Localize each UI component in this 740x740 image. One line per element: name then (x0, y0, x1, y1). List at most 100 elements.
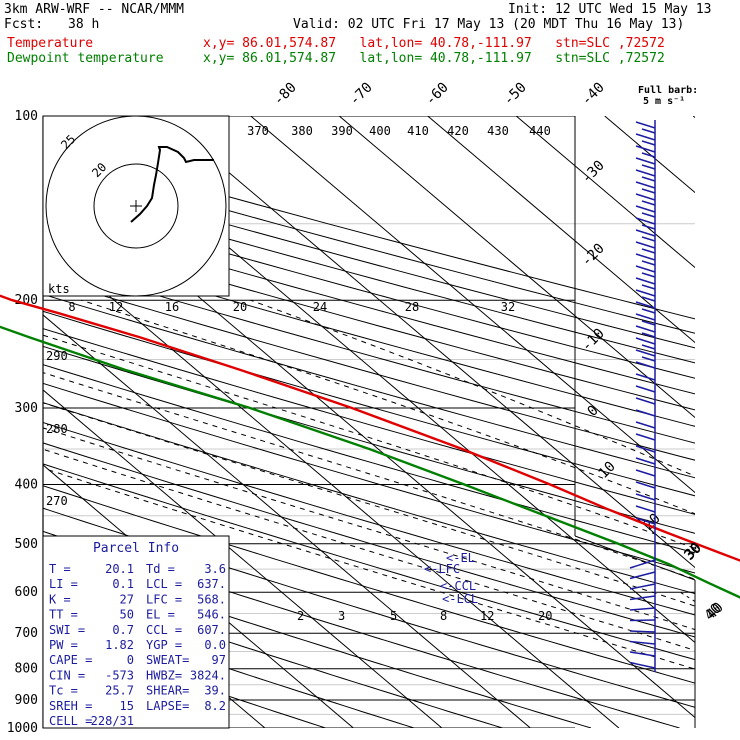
temperature-profile (0, 294, 740, 562)
isotherm--10 (161, 116, 695, 569)
grid-lines (43, 116, 695, 728)
wind-barb (629, 607, 656, 611)
parcel-key: CCL = (146, 623, 182, 637)
wind-barb (641, 308, 656, 314)
dewpoint-location: x,y= 86.01,574.87 lat,lon= 40.78,-111.97… (203, 51, 665, 66)
dry-adiabat-410 (43, 215, 695, 395)
isotherm-label--50: -50 (501, 80, 530, 109)
parcel-value: 50 (120, 608, 134, 622)
isotherm-label--60: -60 (423, 80, 452, 109)
wind-barb (641, 332, 656, 338)
wind-barb (635, 457, 656, 465)
isotherm--70 (43, 464, 354, 728)
valid-time: Valid: 02 UTC Fri 17 May 13 (20 MDT Thu … (293, 17, 685, 32)
parcel-value: 0.7 (112, 623, 134, 637)
parcel-value: -573 (105, 668, 134, 682)
moist-adiabat (43, 448, 695, 651)
parcel-value: 546. (197, 608, 226, 622)
isotherm-label-10: 10 (596, 459, 619, 482)
isotherm-label--80: -80 (271, 80, 300, 109)
wind-barb (635, 409, 656, 417)
dry-adiabat-210 (43, 605, 415, 728)
wind-barbs (629, 120, 656, 672)
hodo-units: kts (48, 282, 70, 296)
wind-barb (635, 181, 656, 189)
parcel-key: LI = (49, 577, 78, 591)
parcel-value: 27 (120, 592, 134, 606)
pressure-label-500: 500 (15, 537, 38, 552)
wind-barb (635, 193, 656, 201)
wind-barb (641, 212, 656, 218)
dry-adiabat-270 (43, 463, 695, 661)
wind-barb (635, 469, 656, 477)
wind-barb (635, 169, 656, 177)
theta-scale-420: 420 (447, 124, 469, 138)
parcel-key: T = (49, 562, 71, 576)
wind-barb (641, 260, 656, 266)
init-time: Init: 12 UTC Wed 15 May 13 (508, 2, 712, 17)
wind-barb (635, 133, 656, 141)
pressure-label-200: 200 (15, 293, 38, 308)
marker-lfc: <-LFC (424, 562, 460, 576)
speed-scale-12: 12 (109, 300, 123, 314)
pressure-label-300: 300 (15, 401, 38, 416)
theta-scale-370: 370 (247, 124, 269, 138)
wind-barb (635, 277, 656, 285)
pressure-label-800: 800 (15, 662, 38, 677)
dry-adiabat-430 (43, 185, 695, 364)
temperature-location: x,y= 86.01,574.87 lat,lon= 40.78,-111.97… (203, 36, 665, 51)
parcel-value: 8.2 (204, 699, 226, 713)
wind-barb (641, 296, 656, 302)
theta-label-290: 290 (46, 349, 68, 363)
isotherm-label--70: -70 (347, 80, 376, 109)
wind-barb (629, 640, 656, 645)
parcel-value: 39. (204, 684, 226, 698)
parcel-key: SREH = (49, 699, 92, 713)
mixing-ratio-label-3: 3 (338, 609, 345, 623)
isotherm-20 (427, 116, 695, 344)
parcel-value: 607. (197, 623, 226, 637)
wind-barb (629, 595, 656, 601)
isotherm-10 (338, 116, 695, 419)
temperature-legend: Temperature (7, 36, 94, 51)
barb-side-label-40: 40 (704, 600, 727, 623)
parcel-key: CIN = (49, 668, 85, 682)
parcel-key: SHEAR= (146, 684, 189, 698)
wind-barb (641, 140, 656, 146)
parcel-value: 15 (120, 699, 134, 713)
moist-adiabat (43, 402, 695, 607)
parcel-key: HWBZ= (146, 668, 182, 682)
dry-adiabat-280 (43, 442, 695, 638)
parcel-info-box: Parcel Info T = 20.1 Td = 3.6 LI = 0.1 LCL = 637… (42, 535, 230, 729)
dry-adiabat-300 (43, 402, 695, 595)
mixing-ratio-label-12: 12 (480, 609, 494, 623)
wind-barb (641, 152, 656, 158)
wind-barb (635, 349, 656, 357)
wind-barb (641, 164, 656, 170)
parcel-key: LCL = (146, 577, 182, 591)
theta-scale-380: 380 (291, 124, 313, 138)
wind-barb (635, 313, 656, 321)
dry-adiabat-360 (43, 293, 695, 479)
wind-barb (635, 385, 656, 393)
marker-ccl: <-CCL (440, 579, 476, 593)
marker-lcl: <-LCL (442, 592, 478, 606)
wind-barb (635, 337, 656, 345)
dry-adiabat-400 (43, 230, 695, 411)
parcel-key: LFC = (146, 592, 182, 606)
isotherm-label--40: -40 (579, 80, 608, 109)
theta-scale-440: 440 (529, 124, 551, 138)
wind-barb (635, 145, 656, 153)
pressure-label-700: 700 (15, 626, 38, 641)
moist-adiabat (81, 299, 695, 515)
isotherm-label--30: -30 (579, 158, 608, 187)
wind-barb (635, 445, 656, 453)
wind-barb (635, 205, 656, 213)
wind-barb (641, 248, 656, 254)
wind-barb (635, 373, 656, 381)
parcel-value: 0.0 (204, 638, 226, 652)
wind-barb (641, 188, 656, 194)
mixing-ratio-label-8: 8 (440, 609, 447, 623)
wind-barb (635, 421, 656, 429)
dry-adiabat-260 (43, 485, 695, 684)
